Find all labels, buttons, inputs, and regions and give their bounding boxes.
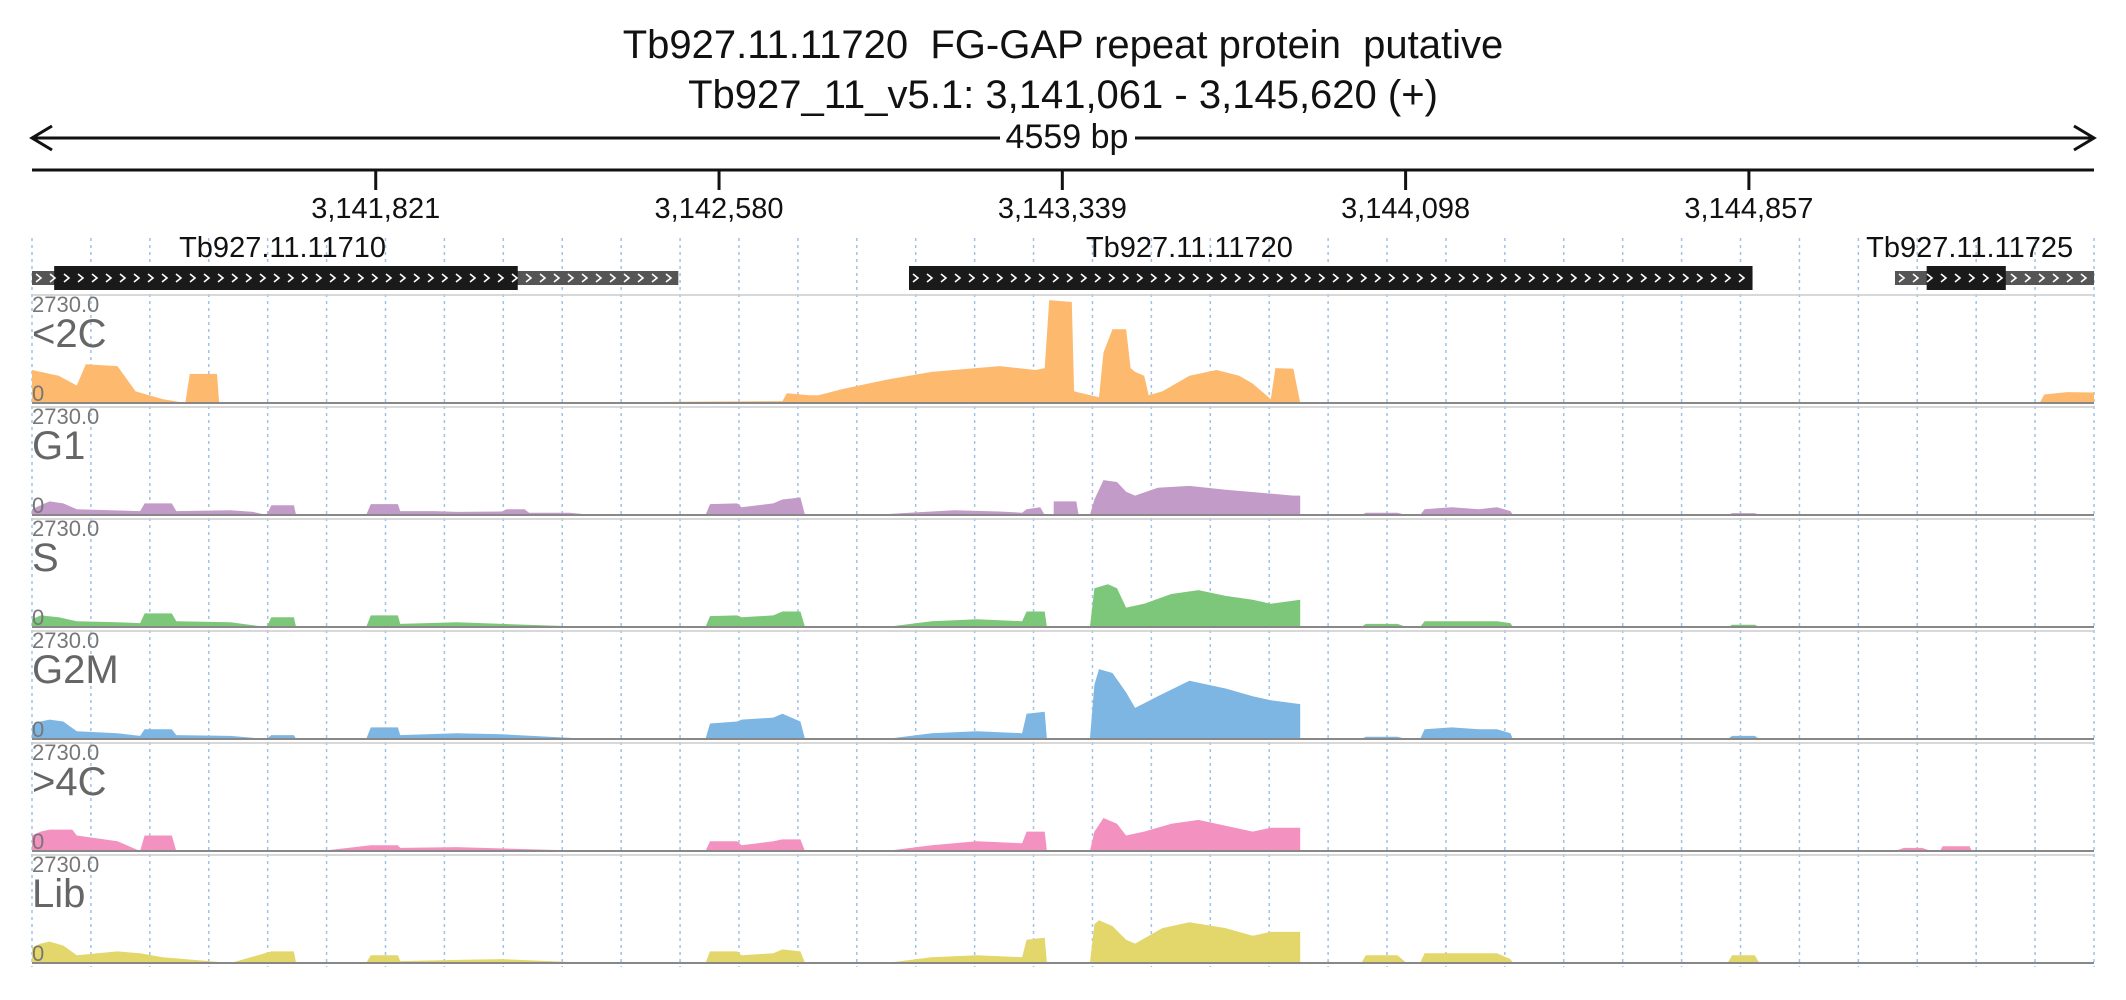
track-label: Lib: [32, 872, 85, 916]
track-ymax-label: 2730.0: [32, 852, 99, 877]
track-label: S: [32, 536, 59, 580]
coverage-area: [32, 920, 2094, 963]
span-label: 4559 bp: [1006, 118, 1129, 156]
track-ymax-label: 2730.0: [32, 516, 99, 541]
track-ymin-label: 0: [32, 829, 44, 854]
strand-arrows: [35, 273, 673, 283]
track-ymax-label: 2730.0: [32, 740, 99, 765]
chart-subtitle: Tb927_11_v5.1: 3,141,061 - 3,145,620 (+): [688, 73, 1438, 117]
ruler-tick-label: 3,143,339: [998, 193, 1127, 225]
gene-label: Tb927.11.11725: [1866, 232, 2073, 264]
strand-arrows: [1898, 273, 2088, 283]
track-ymin-label: 0: [32, 717, 44, 742]
gene-cds: [54, 266, 518, 290]
track-ymin-label: 0: [32, 493, 44, 518]
chart-title: Tb927.11.11720 FG-GAP repeat protein put…: [622, 23, 1504, 67]
coverage-track: 2730.0G1 0: [32, 404, 2094, 518]
coverage-area: [32, 669, 2094, 739]
gene-label: Tb927.11.11710: [179, 232, 386, 264]
ruler-tick-label: 3,144,857: [1684, 193, 1813, 225]
coverage-track: 2730.0>4C 0: [32, 740, 2094, 854]
coverage-tracks: 2730.0<2C02730.0G102730.0S02730.0G2M0273…: [32, 292, 2094, 966]
track-label: G2M: [32, 648, 119, 692]
strand-arrows: [912, 273, 1746, 283]
track-ymax-label: 2730.0: [32, 628, 99, 653]
track-ymin-label: 0: [32, 941, 44, 966]
track-ymax-label: 2730.0: [32, 404, 99, 429]
gene-model[interactable]: Tb927.11.11725: [1866, 232, 2094, 290]
gene-model[interactable]: Tb927.11.11720: [908, 232, 1753, 290]
coverage-area: [32, 300, 2094, 403]
track-label: G1: [32, 424, 85, 468]
gene-track: Tb927.11.11710 Tb927.11.11720 Tb927.11.117…: [32, 232, 2094, 290]
gene-label: Tb927.11.11720: [1086, 232, 1293, 264]
coverage-track: 2730.0<2C 0: [32, 292, 2094, 406]
gene-cds: [908, 266, 1753, 290]
track-ymin-label: 0: [32, 381, 44, 406]
ruler-tick-label: 3,141,821: [311, 193, 440, 225]
span-arrow-head-left: [29, 124, 53, 152]
grid-layer: [31, 238, 2095, 967]
span-arrow-head-right: [2073, 124, 2097, 152]
gene-cds: [1926, 266, 2006, 290]
ruler: 3,141,821 3,142,580 3,143,339 3,144,098 3,14…: [32, 168, 2094, 225]
track-ymin-label: 0: [32, 605, 44, 630]
title-block: Tb927.11.11720 FG-GAP repeat protein put…: [0, 20, 2126, 120]
track-label: >4C: [32, 760, 107, 804]
coverage-area: [32, 480, 2094, 515]
track-ymax-label: 2730.0: [32, 292, 99, 317]
span-indicator: 4559 bp: [29, 118, 2097, 156]
gene-model[interactable]: Tb927.11.11710: [32, 232, 679, 290]
coverage-area: [32, 818, 2094, 851]
ruler-tick-label: 3,142,580: [655, 193, 784, 225]
track-label: <2C: [32, 312, 107, 356]
coverage-track: 2730.0S 0: [32, 516, 2094, 630]
ruler-tick-label: 3,144,098: [1341, 193, 1470, 225]
coverage-area: [32, 584, 2094, 627]
